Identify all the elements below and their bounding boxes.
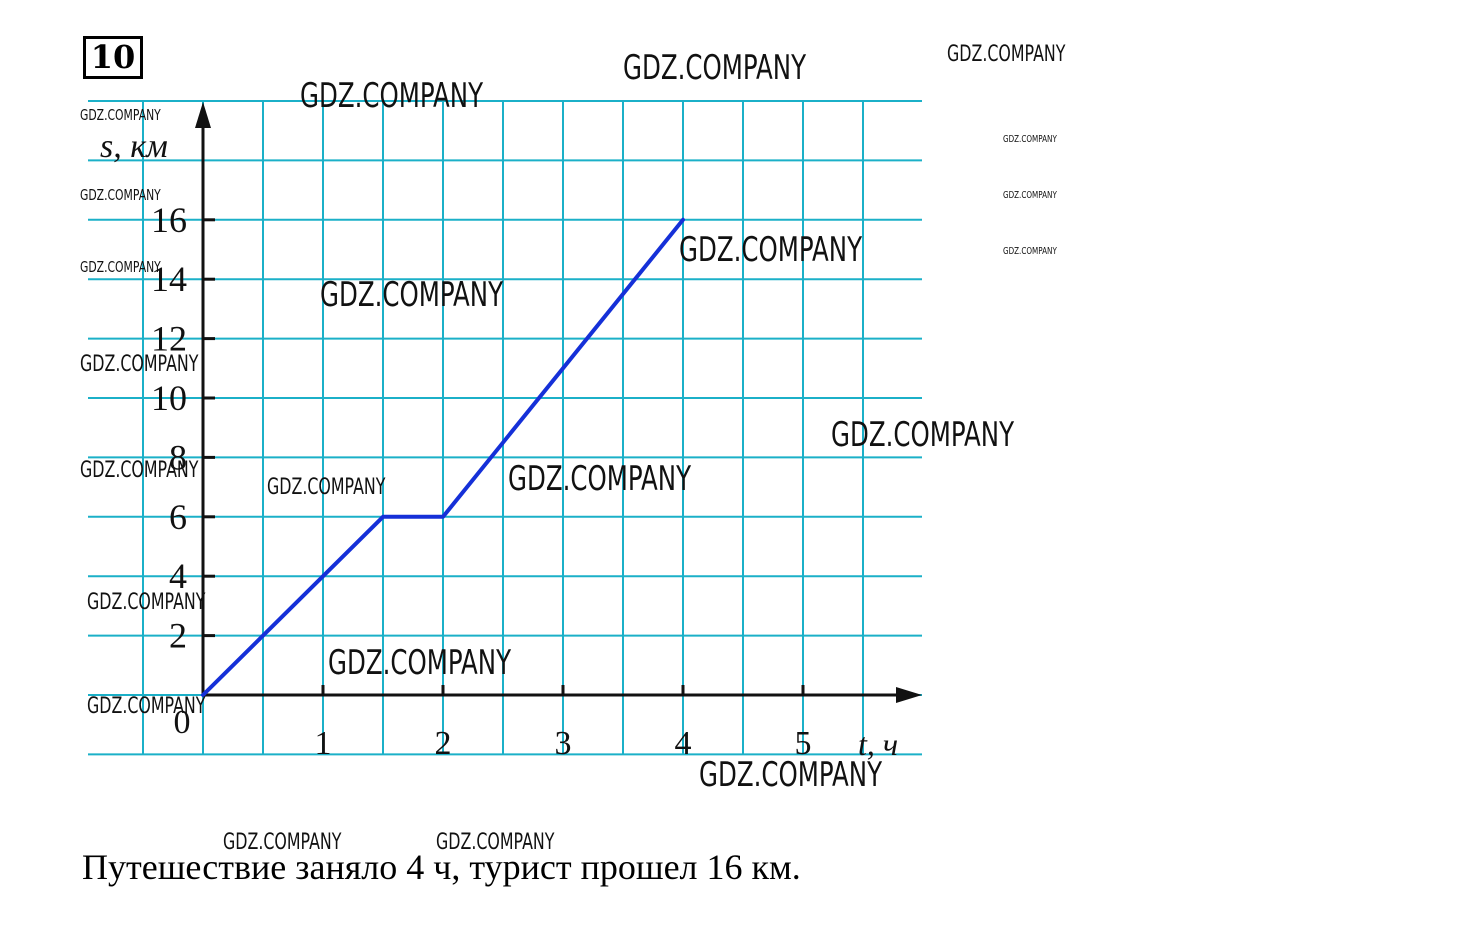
watermark-text: GDZ.COMPANY [80, 258, 161, 276]
chart-labels: 0 s, км t, ч [100, 128, 898, 762]
y-tick-label: 6 [169, 497, 187, 537]
x-axis-label: t, ч [858, 726, 898, 762]
watermark-text: GDZ.COMPANY [436, 830, 555, 855]
watermark-text: GDZ.COMPANY [947, 42, 1066, 67]
chart-grid [88, 100, 922, 756]
task-number: 10 [83, 36, 143, 79]
watermark-text: GDZ.COMPANY [508, 459, 692, 499]
watermark-text: GDZ.COMPANY [87, 694, 206, 719]
y-tick-label: 2 [169, 616, 187, 656]
origin-label: 0 [174, 704, 191, 741]
chart-axes [195, 102, 922, 703]
x-tick-label: 2 [435, 725, 452, 762]
y-tick-label: 8 [169, 437, 187, 477]
watermark-text: GDZ.COMPANY [87, 590, 206, 615]
watermark-text: GDZ.COMPANY [80, 106, 161, 124]
watermark-text: GDZ.COMPANY [80, 352, 199, 377]
y-axis-label: s, км [100, 128, 168, 165]
watermark-text: GDZ.COMPANY [1003, 190, 1057, 201]
y-tick-label: 4 [169, 556, 187, 596]
watermark-text: GDZ.COMPANY [320, 275, 504, 315]
y-tick-label: 12 [151, 319, 187, 359]
watermark-text: GDZ.COMPANY [80, 186, 161, 204]
watermark-text: GDZ.COMPANY [1003, 246, 1057, 257]
watermark-text: GDZ.COMPANY [328, 643, 512, 683]
watermark-text: GDZ.COMPANY [1003, 134, 1057, 145]
watermark-text: GDZ.COMPANY [831, 415, 1015, 455]
y-axis-arrow [195, 102, 211, 128]
y-tick-label: 16 [151, 200, 187, 240]
watermark-text: GDZ.COMPANY [699, 755, 883, 795]
chart-series [201, 217, 685, 697]
watermark-text: GDZ.COMPANY [679, 230, 863, 270]
x-tick-label: 5 [795, 725, 812, 762]
y-tick-label: 14 [151, 259, 187, 299]
watermark-text: GDZ.COMPANY [80, 458, 199, 483]
series-line [201, 217, 685, 697]
watermark-text: GDZ.COMPANY [300, 76, 484, 116]
x-axis-arrow [896, 687, 922, 703]
x-tick-label: 1 [315, 725, 332, 762]
watermark-text: GDZ.COMPANY [223, 830, 342, 855]
x-tick-label: 3 [555, 725, 572, 762]
y-tick-label: 10 [151, 378, 187, 418]
answer-text: Путешествие заняло 4 ч, турист прошел 16… [82, 847, 801, 887]
watermark-text: GDZ.COMPANY [623, 48, 807, 88]
watermark-text: GDZ.COMPANY [267, 475, 386, 500]
x-tick-label: 4 [675, 725, 692, 762]
